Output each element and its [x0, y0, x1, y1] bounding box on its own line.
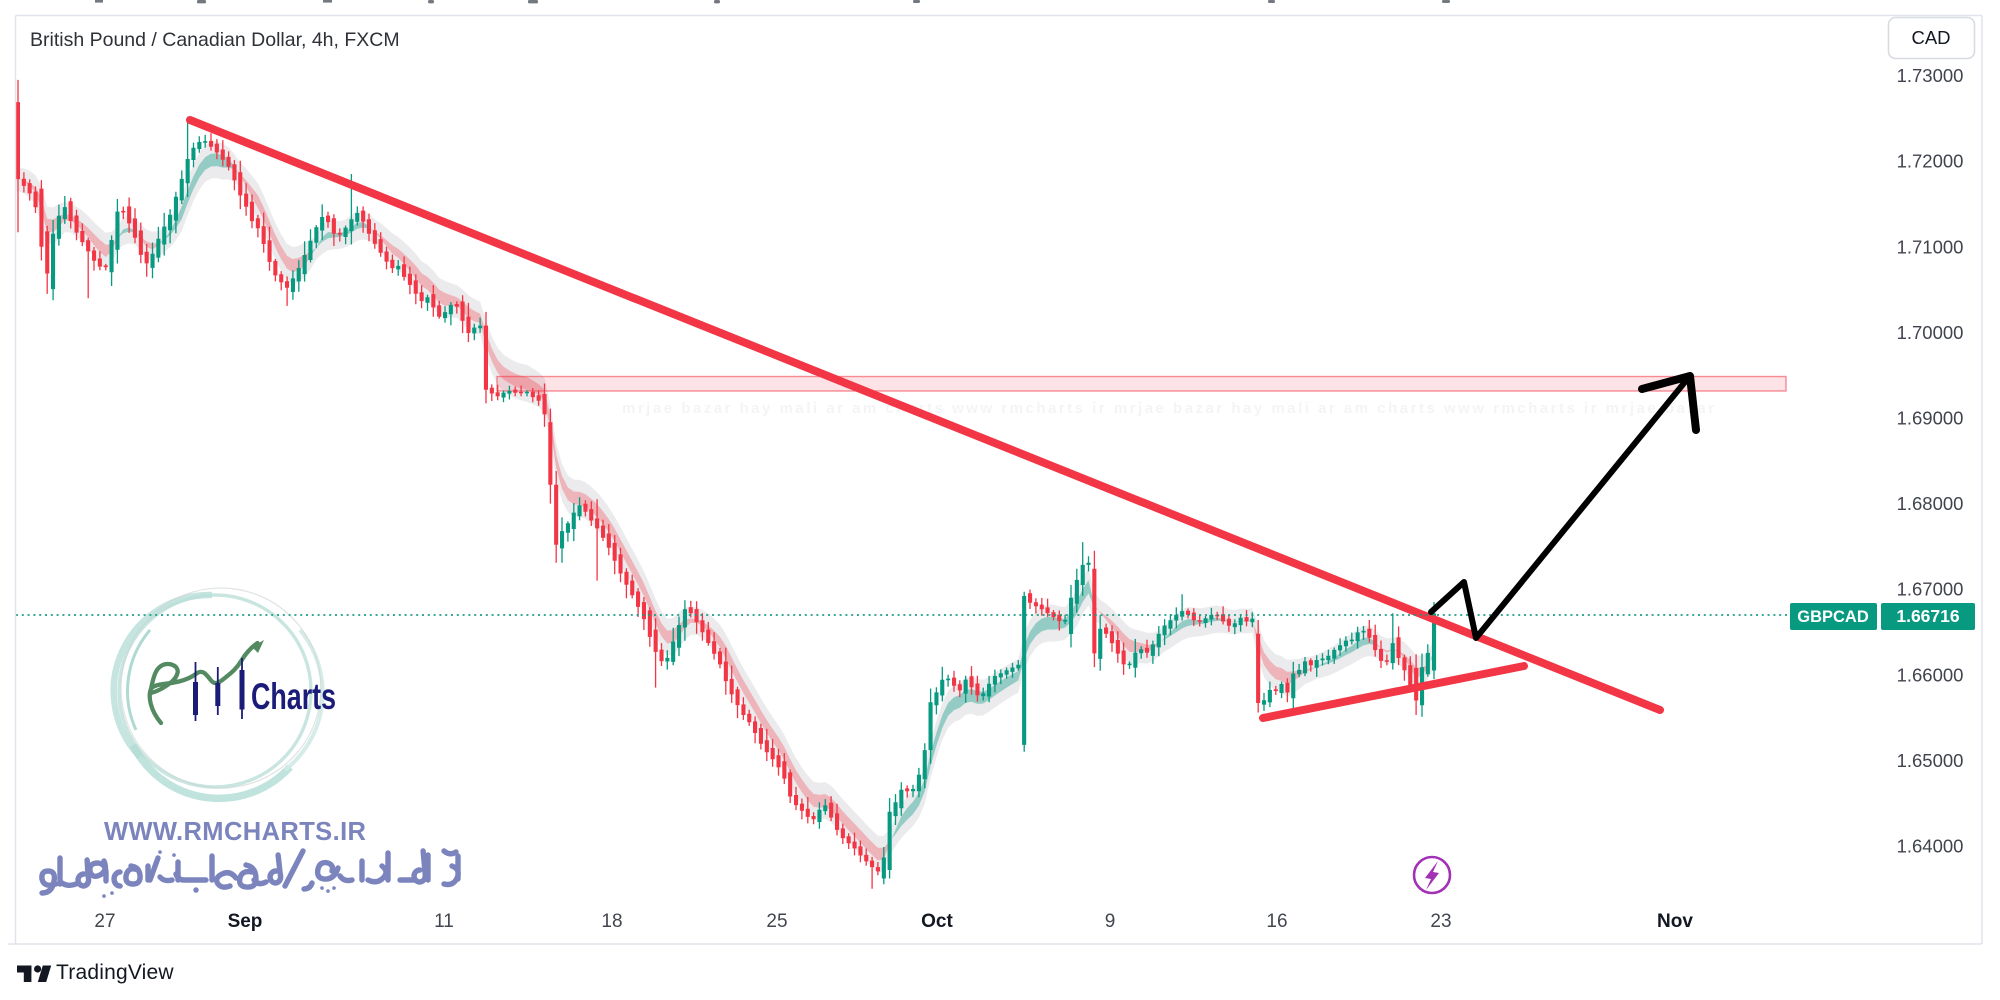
- svg-text:1.64000: 1.64000: [1897, 836, 1964, 857]
- svg-text:11: 11: [434, 911, 454, 932]
- svg-text:25: 25: [766, 911, 787, 932]
- svg-text:Charts: Charts: [251, 676, 336, 717]
- svg-text:9: 9: [1105, 911, 1116, 932]
- svg-text:23: 23: [1430, 911, 1451, 932]
- svg-text:CAD: CAD: [1911, 27, 1950, 48]
- svg-text:Oct: Oct: [921, 911, 953, 932]
- svg-text:1.66000: 1.66000: [1897, 664, 1964, 685]
- svg-text:TradingView: TradingView: [56, 961, 174, 984]
- svg-text:1.65000: 1.65000: [1897, 750, 1964, 771]
- svg-text:Sep: Sep: [228, 911, 263, 932]
- svg-text:1.68000: 1.68000: [1897, 493, 1964, 514]
- svg-text:1.72000: 1.72000: [1897, 151, 1964, 172]
- svg-text:16: 16: [1266, 911, 1287, 932]
- svg-text:27: 27: [94, 911, 115, 932]
- svg-text:WWW.RMCHARTS.IR: WWW.RMCHARTS.IR: [104, 818, 366, 846]
- svg-text:mrjae bazar hay mali ar am cha: mrjae bazar hay mali ar am charts www rm…: [622, 400, 1717, 417]
- svg-text:1.70000: 1.70000: [1897, 322, 1964, 343]
- svg-text:1.69000: 1.69000: [1897, 408, 1964, 429]
- svg-text:1.67000: 1.67000: [1897, 579, 1964, 600]
- svg-text:1.73000: 1.73000: [1897, 65, 1964, 86]
- svg-text:1.71000: 1.71000: [1897, 236, 1964, 257]
- svg-text:British Pound / Canadian Dolla: British Pound / Canadian Dollar, 4h, FXC…: [30, 29, 400, 51]
- svg-text:GBPCAD: GBPCAD: [1797, 608, 1869, 626]
- svg-text:Nov: Nov: [1657, 911, 1693, 932]
- svg-text:18: 18: [601, 911, 622, 932]
- svg-text:1.66716: 1.66716: [1896, 606, 1960, 626]
